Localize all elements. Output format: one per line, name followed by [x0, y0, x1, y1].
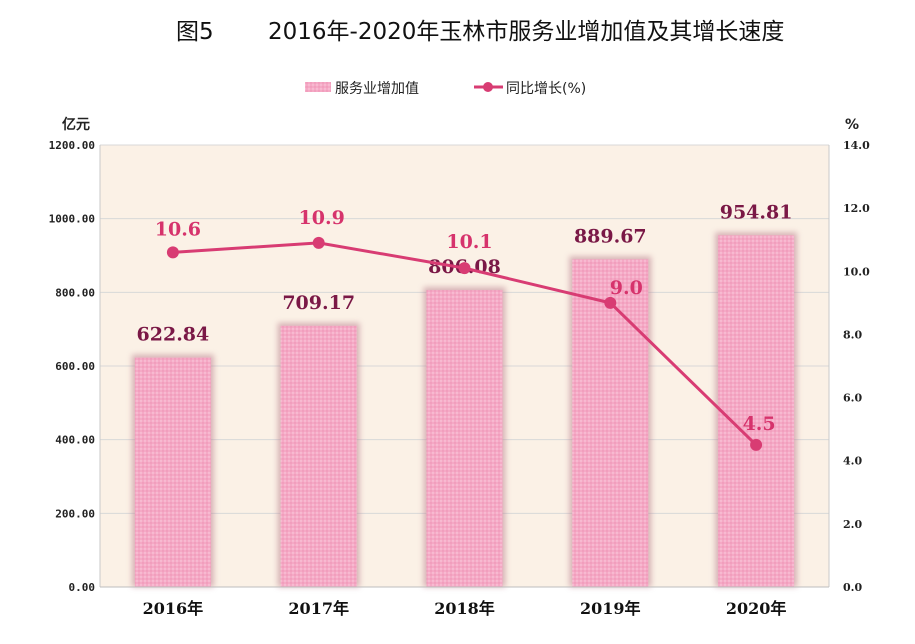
x-tick-label: 2019年: [580, 599, 641, 618]
bar-value-label: 709.17: [282, 292, 355, 314]
growth-value-label: 9.0: [610, 277, 643, 299]
legend-bar-label: 服务业增加值: [335, 81, 419, 97]
y-left-unit: 亿元: [62, 116, 90, 133]
y-left-tick-label: 0.00: [69, 581, 96, 594]
y-left-tick-label: 800.00: [55, 286, 95, 299]
growth-value-label: 10.6: [155, 218, 201, 240]
bar: [134, 357, 211, 587]
y-right-tick-label: 10.0: [843, 265, 870, 278]
legend-bar-swatch: [305, 82, 331, 92]
bar: [426, 290, 503, 587]
growth-line: 10.6 10.9 10.1 9.0 4.5: [155, 207, 776, 451]
bar-value-label: 954.81: [720, 201, 793, 223]
bar: [572, 259, 649, 587]
y-right-tick-label: 8.0: [843, 328, 862, 341]
y-left-tick-label: 400.00: [55, 434, 95, 447]
y-right-tick-label: 6.0: [843, 392, 862, 405]
growth-point: [166, 246, 179, 259]
x-tick-label: 2020年: [726, 599, 787, 618]
axes: 0.00 200.00 400.00 600.00 800.00 1000.00 1200.…: [49, 116, 870, 618]
y-right-tick-label: 12.0: [843, 202, 870, 215]
y-left-tick-label: 1000.00: [49, 213, 95, 226]
y-right-tick-label: 4.0: [843, 455, 862, 468]
y-right-tick-label: 2.0: [843, 518, 862, 531]
x-tick-label: 2016年: [143, 599, 204, 618]
y-right-tick-label: 14.0: [843, 139, 870, 152]
y-right-tick-label: 0.0: [843, 581, 862, 594]
bar-value-label: 622.84: [137, 324, 210, 346]
growth-point: [312, 236, 325, 249]
growth-point: [750, 438, 763, 451]
x-tick-label: 2017年: [288, 599, 349, 618]
growth-value-label: 10.9: [299, 207, 345, 229]
bar-value-label: 889.67: [574, 225, 647, 247]
x-tick-label: 2018年: [434, 599, 495, 618]
bar: [718, 235, 795, 587]
legend-line-label: 同比增长(%): [506, 81, 586, 97]
growth-point: [458, 262, 471, 275]
legend-line-marker: [483, 82, 493, 92]
y-left-tick-label: 200.00: [55, 507, 95, 520]
legend: 服务业增加值 同比增长(%): [305, 81, 586, 97]
bar: [280, 325, 357, 587]
y-left-tick-label: 1200.00: [49, 139, 95, 152]
chart-title: 2016年-2020年玉林市服务业增加值及其增长速度: [268, 19, 785, 45]
growth-value-label: 10.1: [446, 231, 492, 253]
growth-point: [604, 296, 617, 309]
y-left-tick-label: 600.00: [55, 360, 95, 373]
growth-value-label: 4.5: [743, 413, 776, 435]
figure-number: 图5: [176, 19, 214, 45]
y-right-unit: %: [845, 117, 859, 133]
